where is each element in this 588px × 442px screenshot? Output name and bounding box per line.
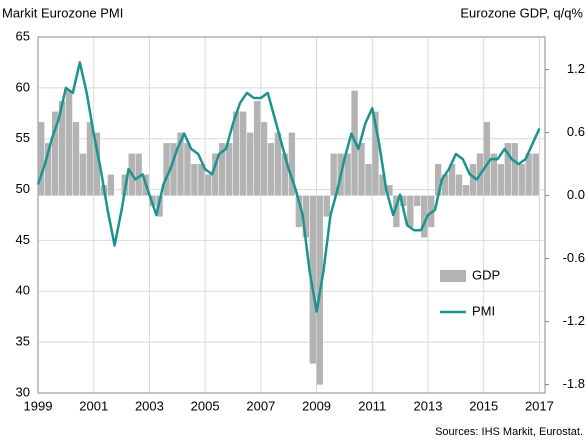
y2-tick-label: -1.8: [563, 376, 585, 391]
bar: [483, 122, 491, 196]
bar: [525, 153, 532, 196]
bar: [239, 111, 247, 196]
bar: [253, 101, 261, 196]
bar: [462, 185, 470, 196]
bar: [79, 153, 87, 196]
bar: [393, 195, 400, 228]
bar: [107, 174, 115, 196]
bar: [177, 132, 184, 196]
x-tick-label: 2001: [79, 398, 108, 413]
bar: [421, 195, 428, 238]
bar: [302, 195, 310, 238]
bar: [323, 195, 330, 217]
bar: [44, 143, 52, 196]
bar: [295, 195, 303, 228]
bar: [365, 164, 372, 196]
y2-tick-label: -0.6: [563, 250, 585, 265]
bar: [469, 164, 477, 196]
y-tick-label: 30: [16, 384, 30, 399]
bar: [267, 143, 275, 196]
bar: [163, 143, 170, 196]
y2-tick-label: 0.6: [567, 124, 585, 139]
bar: [205, 174, 212, 196]
bar: [86, 122, 94, 196]
bar: [400, 195, 407, 207]
bar: [184, 143, 191, 196]
bar: [490, 153, 498, 196]
bar: [212, 153, 219, 196]
x-tick-label: 2009: [302, 398, 331, 413]
bar: [518, 164, 525, 196]
bar: [198, 164, 205, 196]
bar: [246, 132, 254, 196]
bar: [191, 164, 198, 196]
legend-label: PMI: [472, 303, 495, 318]
x-tick-label: 1999: [24, 398, 53, 413]
y-tick-label: 60: [16, 79, 30, 94]
y-tick-label: 65: [16, 28, 30, 43]
bar: [93, 132, 101, 196]
bar: [330, 153, 337, 196]
chart-title: Markit Eurozone PMI: [2, 5, 123, 20]
bar: [407, 195, 414, 228]
x-tick-label: 2011: [358, 398, 386, 413]
x-tick-label: 2013: [414, 398, 443, 413]
legend-label: GDP: [472, 267, 500, 282]
x-tick-label: 2015: [469, 398, 498, 413]
x-tick-label: 2003: [135, 398, 164, 413]
bar: [72, 122, 80, 196]
y-tick-label: 45: [16, 232, 30, 247]
bar: [233, 111, 240, 196]
x-tick-label: 2007: [246, 398, 275, 413]
plot-frame: [37, 36, 546, 394]
y-tick-label: 40: [16, 283, 30, 298]
source: Sources: IHS Markit, Eurostat.: [435, 426, 583, 438]
bar: [58, 101, 66, 196]
bar: [135, 153, 142, 196]
y-tick-label: 35: [16, 334, 30, 349]
bar: [386, 185, 393, 196]
legend-swatch: [440, 270, 466, 282]
bar: [260, 122, 268, 196]
bar: [434, 164, 442, 196]
bar: [504, 143, 511, 196]
bar: [358, 143, 365, 196]
bar: [455, 174, 463, 196]
bar: [414, 195, 421, 207]
bar: [51, 111, 59, 196]
bar: [532, 153, 539, 196]
bar: [497, 164, 505, 196]
bar: [226, 143, 233, 196]
bar: [309, 195, 316, 364]
x-tick-label: 2017: [525, 398, 554, 413]
bar: [219, 143, 226, 196]
y-tick-label: 50: [16, 181, 30, 196]
bar: [344, 153, 351, 196]
y-tick-label: 55: [16, 130, 30, 145]
bar: [511, 143, 518, 196]
bar: [448, 164, 456, 196]
bar: [379, 174, 386, 196]
y2-tick-label: 1.2: [567, 61, 585, 76]
bar: [65, 90, 73, 196]
bar: [281, 153, 289, 196]
bar: [372, 111, 379, 196]
bar: [170, 143, 177, 196]
bar: [441, 174, 449, 196]
line: [36, 61, 541, 313]
x-tick-label: 2005: [191, 398, 220, 413]
bar: [274, 132, 282, 196]
y2-tick-label: 0.0: [567, 187, 585, 202]
bar: [38, 122, 45, 196]
y2-tick-label: -1.2: [563, 313, 585, 328]
bar: [288, 132, 296, 196]
y2-title: Eurozone GDP, q/q%: [460, 5, 583, 20]
